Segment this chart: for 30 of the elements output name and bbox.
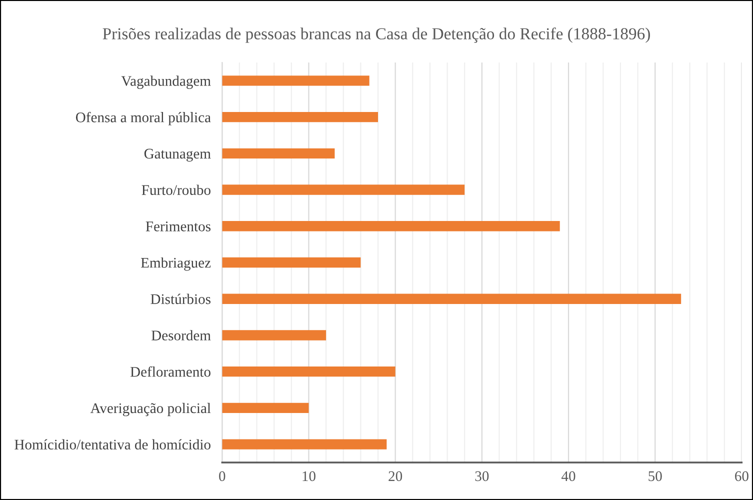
bar [222, 112, 378, 122]
bar [222, 330, 326, 340]
y-tick-label: Distúrbios [150, 294, 210, 304]
bar [222, 366, 396, 377]
bar [222, 402, 309, 414]
y-tick-label: Embriaguez [140, 257, 211, 271]
x-tick-label: 40 [562, 471, 576, 482]
y-tick-label: Gatunagem [144, 148, 211, 162]
y-tick-label: Averiguação policial [90, 402, 211, 416]
chart-title: Prisões realizadas de pessoas brancas na Casa de Detenção do Recife (1888-1896) [102, 28, 650, 43]
y-tick-label: Defloramento [130, 366, 210, 377]
x-tick-label: 20 [388, 471, 402, 482]
x-tick-label: 50 [648, 471, 662, 482]
bar [222, 148, 335, 158]
y-tick-label: Desordem [152, 330, 211, 340]
bar [222, 76, 370, 86]
y-tick-label: Ferimentos [146, 222, 210, 232]
bar [222, 221, 560, 232]
x-tick-label: 10 [302, 471, 316, 482]
bar [222, 257, 361, 268]
y-tick-label: Furto/roubo [142, 184, 210, 195]
bar [222, 184, 465, 195]
y-tick-label: Homícidio/tentativa de homícidio [14, 439, 210, 450]
x-tick-label: 30 [475, 471, 489, 482]
x-tick-label: 0 [219, 471, 226, 482]
bar [222, 439, 387, 450]
x-tick-label: 60 [735, 471, 748, 482]
bar [222, 294, 682, 304]
y-tick-label: Ofensa a moral pública [76, 112, 211, 126]
y-tick-label: Vagabundagem [121, 76, 211, 89]
